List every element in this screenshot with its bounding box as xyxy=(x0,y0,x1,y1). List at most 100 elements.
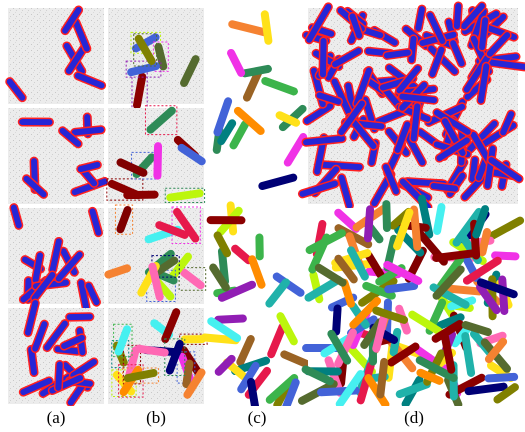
rod xyxy=(61,334,85,349)
rod xyxy=(146,106,176,134)
rod xyxy=(231,244,253,265)
rod xyxy=(464,382,508,396)
rod xyxy=(134,34,156,66)
rod xyxy=(337,357,348,388)
rod xyxy=(417,129,439,147)
rod xyxy=(6,78,26,101)
bounding-box xyxy=(131,151,158,180)
rod xyxy=(393,208,414,251)
rod xyxy=(213,231,232,258)
rod xyxy=(55,361,63,391)
rod xyxy=(500,111,515,136)
rod xyxy=(67,381,86,406)
rod xyxy=(207,317,242,343)
rod xyxy=(415,6,425,32)
rod xyxy=(360,317,385,349)
rod xyxy=(416,368,444,385)
rod xyxy=(372,306,409,324)
bounding-box xyxy=(113,323,133,358)
rod xyxy=(75,72,105,89)
rod xyxy=(396,65,421,94)
rod xyxy=(476,278,518,299)
rod xyxy=(382,200,391,233)
bounding-box xyxy=(151,255,180,278)
rod xyxy=(349,296,382,329)
panel-label: (d) xyxy=(404,408,424,427)
rod xyxy=(72,19,90,52)
rod xyxy=(32,321,48,352)
rod xyxy=(209,263,230,292)
rod xyxy=(433,109,471,135)
rod xyxy=(479,17,489,51)
rod xyxy=(123,369,158,383)
rod xyxy=(335,370,365,406)
rod xyxy=(227,48,246,77)
rod xyxy=(353,67,372,107)
rod xyxy=(383,260,423,285)
rod xyxy=(484,145,496,189)
rod xyxy=(395,380,431,399)
rod xyxy=(383,49,411,59)
rod xyxy=(71,126,105,136)
rod xyxy=(246,377,260,406)
image-panel xyxy=(8,8,104,104)
rod xyxy=(338,100,365,136)
panel-label: (c) xyxy=(247,408,267,427)
rod xyxy=(59,127,82,147)
rod xyxy=(334,254,358,284)
rod xyxy=(23,175,47,198)
rod xyxy=(498,275,509,316)
rod xyxy=(116,158,148,177)
rod xyxy=(62,6,82,34)
bounding-box xyxy=(106,178,144,201)
rod xyxy=(319,37,327,78)
image-panel xyxy=(108,8,204,104)
rod xyxy=(165,339,184,375)
rod xyxy=(436,255,465,290)
rod xyxy=(362,281,396,300)
rod xyxy=(436,313,465,330)
rod xyxy=(173,207,200,243)
rod xyxy=(430,182,459,192)
rod xyxy=(261,76,298,96)
rod xyxy=(340,278,356,308)
rod xyxy=(214,314,247,324)
rod xyxy=(428,45,458,75)
rod xyxy=(440,331,456,374)
rod xyxy=(260,10,273,45)
rod xyxy=(493,383,519,404)
rod xyxy=(364,251,385,280)
rod xyxy=(213,97,233,137)
rod xyxy=(248,255,266,289)
rod xyxy=(155,221,189,239)
rod xyxy=(382,163,400,195)
rod xyxy=(265,373,299,404)
rod xyxy=(54,346,81,355)
rod xyxy=(301,365,335,386)
rod xyxy=(433,203,446,235)
rod xyxy=(461,3,485,30)
rod xyxy=(402,128,426,166)
rod xyxy=(429,46,445,78)
rod xyxy=(276,312,298,346)
rod xyxy=(347,246,369,281)
bounding-box xyxy=(125,60,162,78)
rod xyxy=(280,350,312,369)
rod xyxy=(153,142,163,180)
rod xyxy=(55,251,83,282)
rod xyxy=(305,229,346,255)
rod xyxy=(486,32,511,57)
rod xyxy=(152,256,179,277)
rod xyxy=(177,143,206,166)
rod xyxy=(214,354,236,376)
rod xyxy=(472,205,490,239)
rod xyxy=(303,103,334,124)
rod xyxy=(488,157,523,182)
rod xyxy=(127,62,160,77)
rod xyxy=(314,263,347,287)
rod xyxy=(384,281,419,294)
panel-label: (a) xyxy=(46,408,66,427)
rod xyxy=(299,180,338,197)
rod xyxy=(104,264,132,279)
rod xyxy=(242,68,263,102)
